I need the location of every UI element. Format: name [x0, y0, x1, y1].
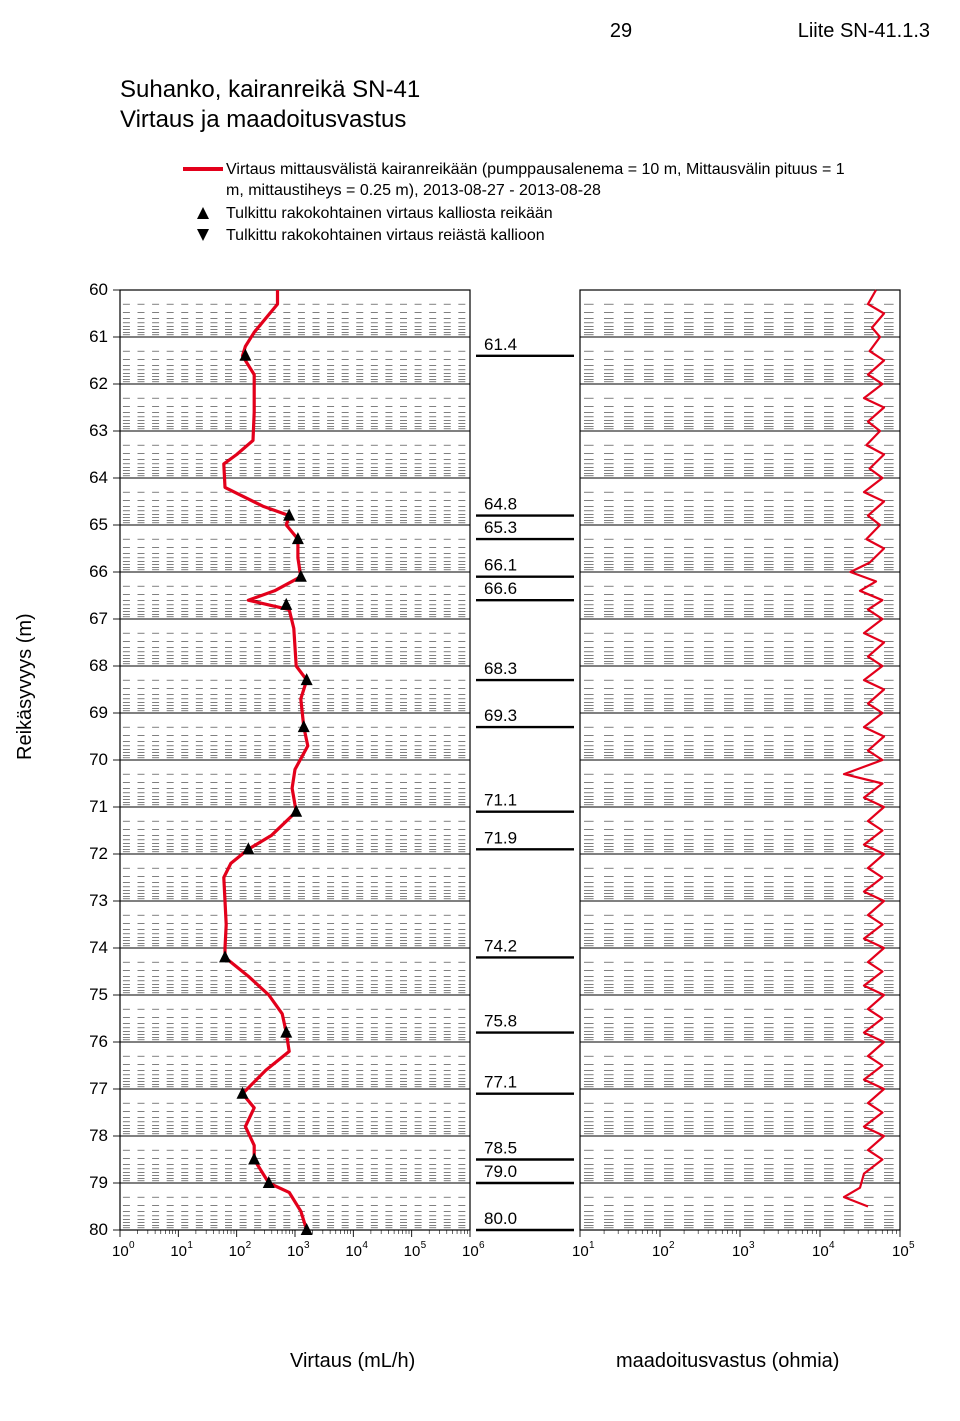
legend-up-text: Tulkittu rakokohtainen virtaus kalliosta…: [226, 204, 553, 225]
svg-text:10: 10: [287, 1243, 304, 1260]
svg-text:61: 61: [89, 327, 108, 346]
legend-down-text: Tulkittu rakokohtainen virtaus reiästä k…: [226, 226, 545, 247]
svg-text:10: 10: [732, 1243, 749, 1260]
legend-row-flow: Virtaus mittausvälistä kairanreikään (pu…: [180, 160, 866, 202]
svg-text:74: 74: [89, 938, 108, 957]
svg-text:10: 10: [462, 1243, 479, 1260]
svg-text:0: 0: [129, 1240, 135, 1251]
svg-text:5: 5: [421, 1240, 427, 1251]
appendix-label: Liite SN-41.1.3: [798, 20, 930, 42]
svg-text:3: 3: [749, 1240, 755, 1251]
svg-text:63: 63: [89, 421, 108, 440]
svg-text:76: 76: [89, 1032, 108, 1051]
svg-text:70: 70: [89, 750, 108, 769]
header-block: 29 Liite SN-41.1.3: [610, 20, 930, 43]
svg-text:10: 10: [345, 1243, 362, 1260]
svg-text:73: 73: [89, 891, 108, 910]
svg-text:77: 77: [89, 1079, 108, 1098]
svg-text:2: 2: [669, 1240, 675, 1251]
legend-row-up: Tulkittu rakokohtainen virtaus kalliosta…: [180, 204, 866, 225]
svg-text:1: 1: [187, 1240, 193, 1251]
svg-text:4: 4: [829, 1240, 835, 1251]
svg-text:1: 1: [589, 1240, 595, 1251]
svg-text:10: 10: [572, 1243, 589, 1260]
svg-text:75: 75: [89, 985, 108, 1004]
svg-text:2: 2: [246, 1240, 252, 1251]
svg-text:62: 62: [89, 374, 108, 393]
svg-text:78: 78: [89, 1126, 108, 1145]
x2-axis-label: maadoitusvastus (ohmia): [616, 1350, 839, 1373]
svg-text:79: 79: [89, 1173, 108, 1192]
svg-text:10: 10: [229, 1243, 246, 1260]
legend: Virtaus mittausvälistä kairanreikään (pu…: [180, 160, 866, 249]
svg-text:60: 60: [89, 280, 108, 299]
svg-text:66: 66: [89, 562, 108, 581]
svg-text:10: 10: [812, 1243, 829, 1260]
triangle-up-icon: [180, 204, 226, 220]
page-number: 29: [610, 20, 632, 42]
svg-text:10: 10: [170, 1243, 187, 1260]
svg-text:68: 68: [89, 656, 108, 675]
svg-text:3: 3: [304, 1240, 310, 1251]
svg-text:71: 71: [89, 797, 108, 816]
svg-text:6: 6: [479, 1240, 485, 1251]
svg-text:4: 4: [362, 1240, 368, 1251]
svg-text:65: 65: [89, 515, 108, 534]
svg-text:67: 67: [89, 609, 108, 628]
legend-row-down: Tulkittu rakokohtainen virtaus reiästä k…: [180, 226, 866, 247]
y-axis-label: Reikäsyvyys (m): [14, 613, 37, 760]
chart-svg: 1001011021031041051061011021031041056061…: [60, 280, 920, 1330]
svg-text:69: 69: [89, 703, 108, 722]
triangle-down-icon: [180, 226, 226, 242]
legend-flow-text: Virtaus mittausvälistä kairanreikään (pu…: [226, 160, 866, 202]
svg-text:5: 5: [909, 1240, 915, 1251]
title-line2: Virtaus ja maadoitusvastus: [120, 105, 420, 135]
svg-text:10: 10: [892, 1243, 909, 1260]
title-line1: Suhanko, kairanreikä SN-41: [120, 75, 420, 105]
legend-line-icon: [180, 160, 226, 176]
svg-text:72: 72: [89, 844, 108, 863]
page-root: 29 Liite SN-41.1.3 Suhanko, kairanreikä …: [0, 0, 960, 1421]
svg-text:10: 10: [404, 1243, 421, 1260]
svg-text:10: 10: [112, 1243, 129, 1260]
title-block: Suhanko, kairanreikä SN-41 Virtaus ja ma…: [120, 75, 420, 135]
svg-text:80: 80: [89, 1220, 108, 1239]
svg-text:64: 64: [89, 468, 108, 487]
chart-area: 1001011021031041051061011021031041056061…: [60, 280, 920, 1330]
x1-axis-label: Virtaus (mL/h): [290, 1350, 415, 1373]
svg-text:10: 10: [652, 1243, 669, 1260]
